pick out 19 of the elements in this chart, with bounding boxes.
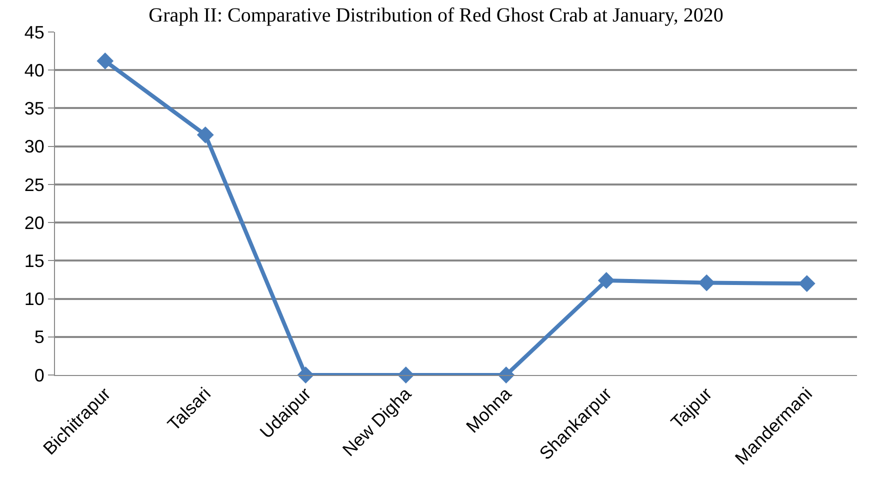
point xyxy=(96,52,114,70)
point xyxy=(196,126,214,144)
y-tick-label: 15 xyxy=(24,250,44,271)
point xyxy=(798,275,816,292)
y-tick-label: 5 xyxy=(34,327,44,348)
y-tick-label: 25 xyxy=(24,174,44,195)
y-tick-label: 40 xyxy=(24,60,44,80)
point xyxy=(498,366,515,384)
point xyxy=(698,274,716,292)
y-tick-label: 0 xyxy=(34,365,44,386)
y-tick-label: 20 xyxy=(24,212,44,233)
y-tick-label: 10 xyxy=(24,289,44,310)
point xyxy=(297,366,314,384)
y-tick-label: 45 xyxy=(24,22,44,42)
point xyxy=(598,272,615,289)
point xyxy=(397,366,414,384)
y-tick-label: 35 xyxy=(24,98,44,119)
chart-title: Graph II: Comparative Distribution of Red Ghost Crab at January, 2020 xyxy=(148,4,724,26)
y-tick-label: 30 xyxy=(24,136,44,157)
